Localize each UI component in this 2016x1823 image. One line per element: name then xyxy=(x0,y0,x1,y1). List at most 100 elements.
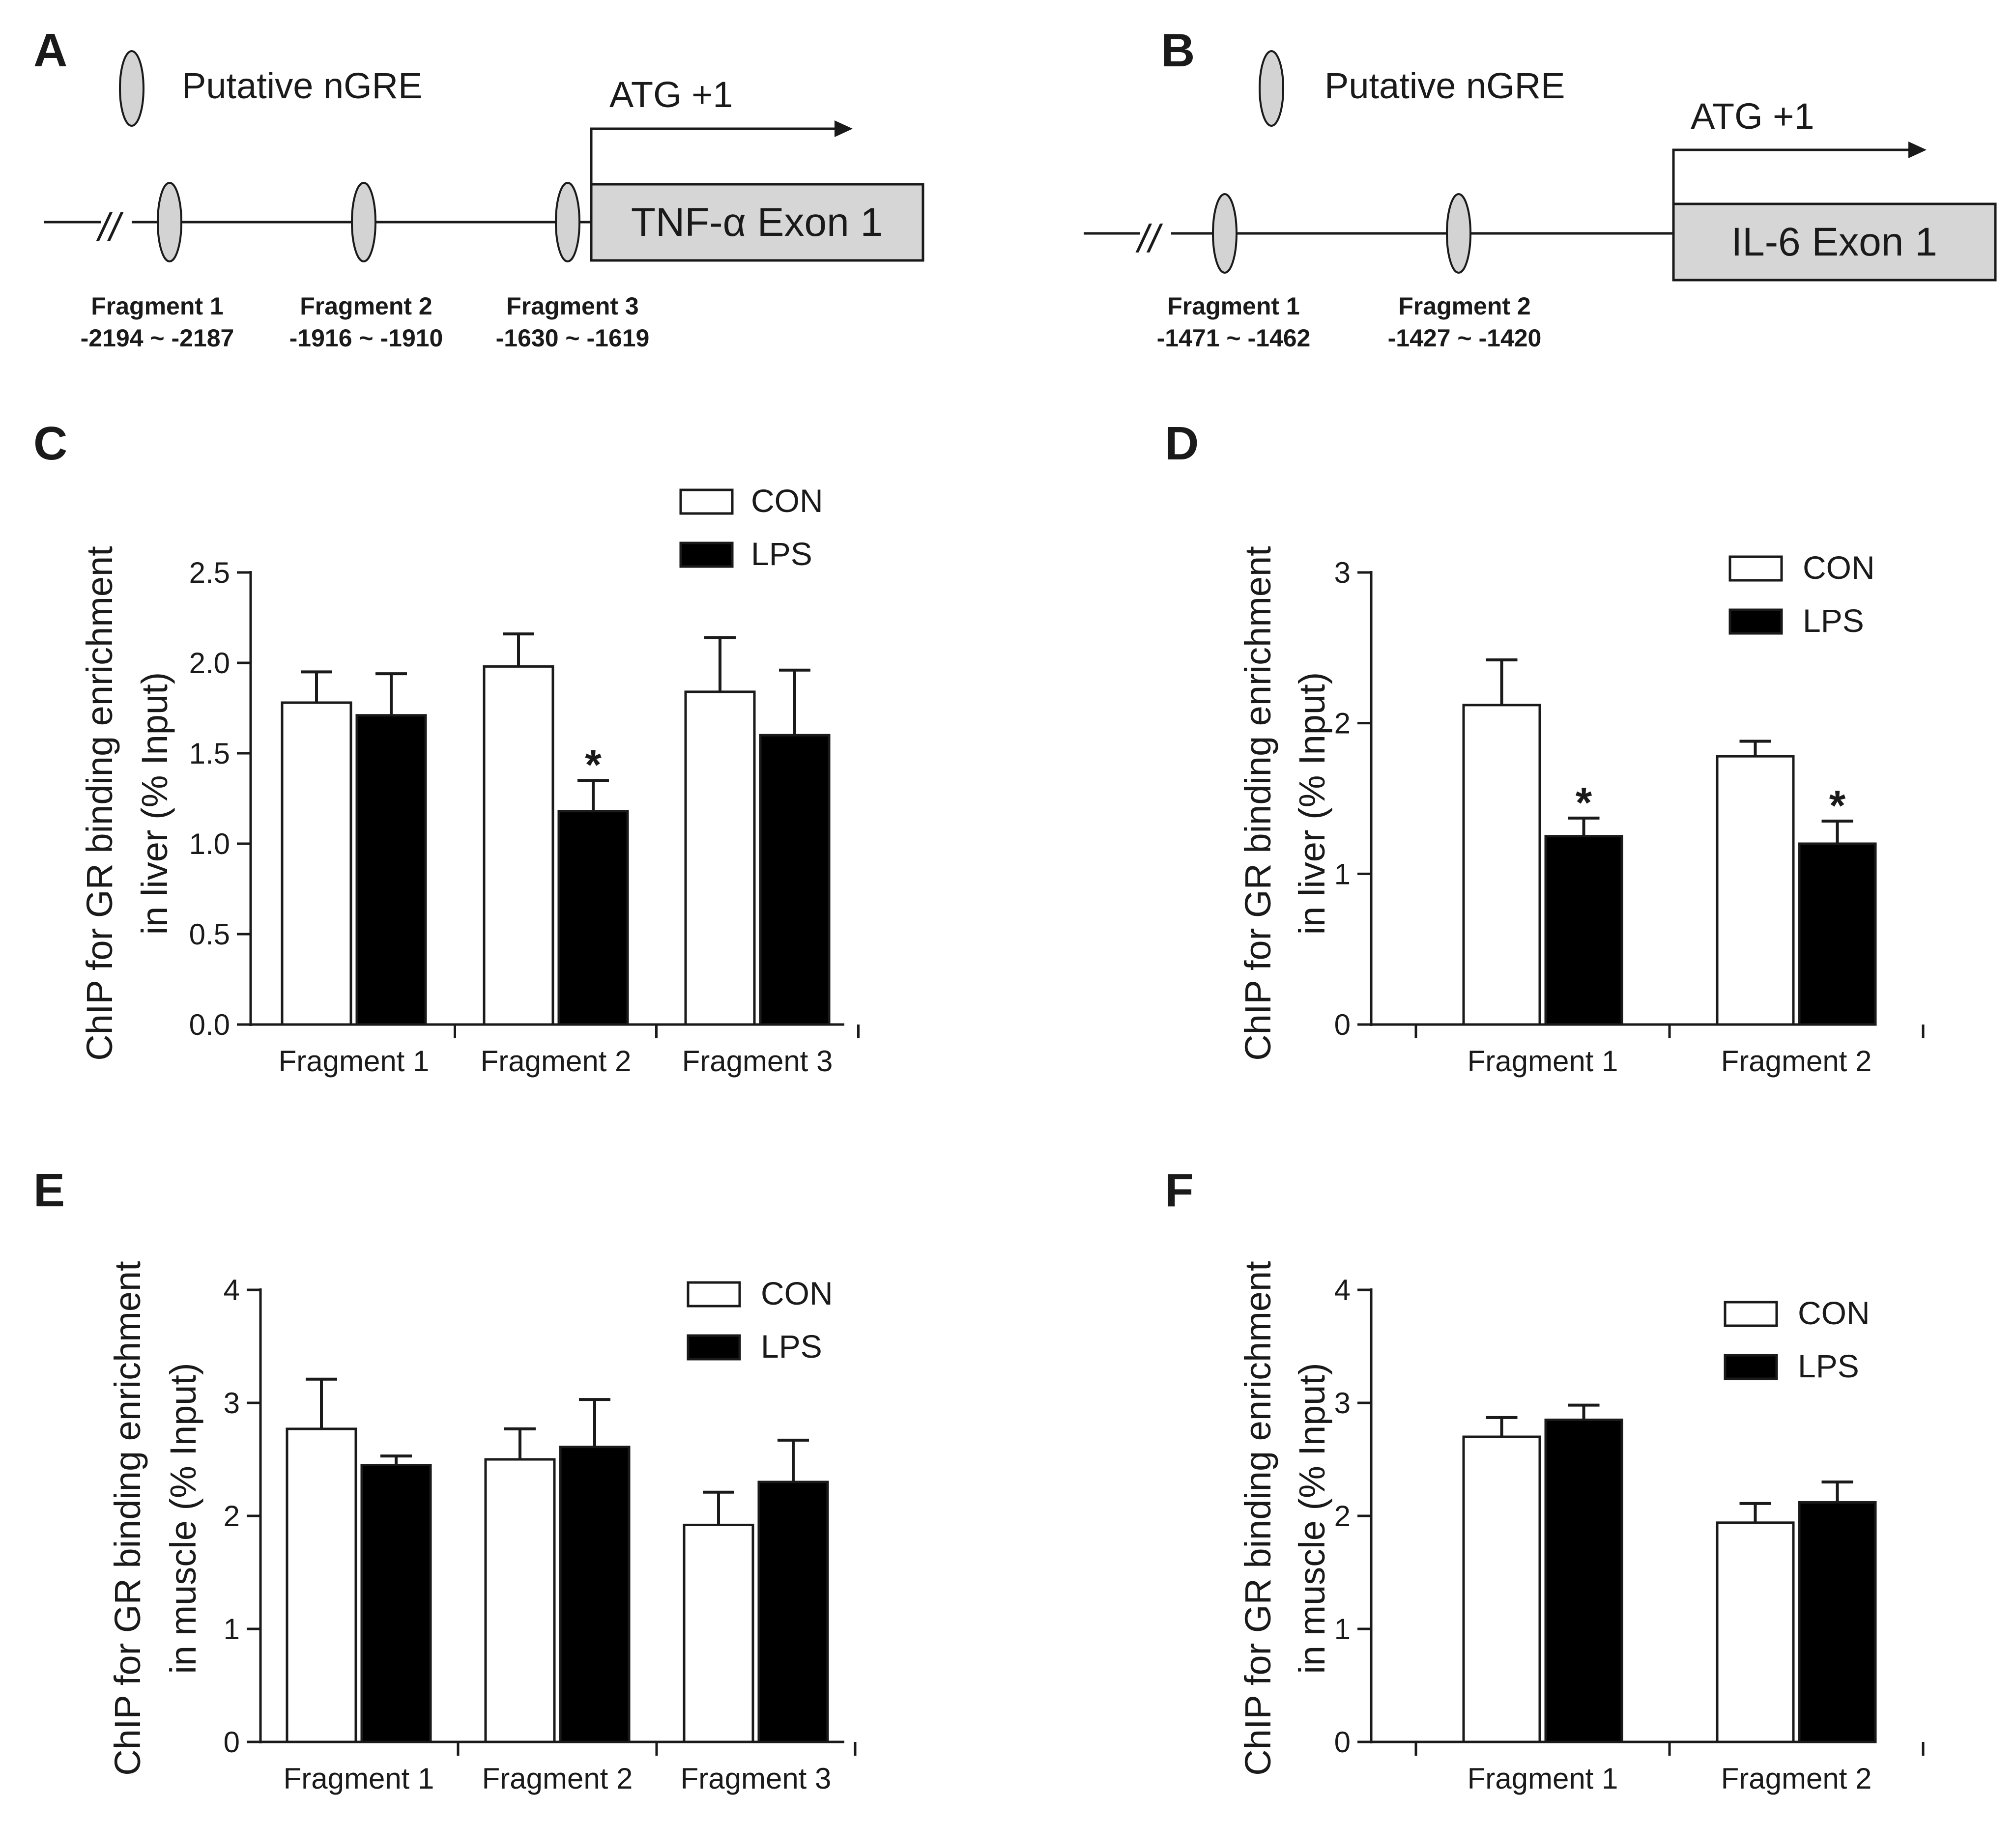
atg-label: ATG +1 xyxy=(1691,96,1814,137)
bar-lps xyxy=(559,1446,631,1743)
y-tick-label: 0.5 xyxy=(189,918,230,951)
legend-swatch-lps xyxy=(1724,1354,1778,1380)
bar-con xyxy=(1716,755,1795,1026)
fragment-name: Fragment 2 xyxy=(1398,292,1531,320)
legend-swatch-lps xyxy=(679,541,734,568)
y-tick-label: 0 xyxy=(1334,1726,1351,1759)
ngre-site-2 xyxy=(351,182,376,262)
bar-con xyxy=(1462,1435,1541,1743)
y-tick-label: 2.5 xyxy=(189,556,230,589)
y-tick-label: 3 xyxy=(224,1387,240,1420)
exon-label: IL-6 Exon 1 xyxy=(1731,220,1937,264)
legend-ngre-oval-icon xyxy=(119,50,144,127)
legend-swatch-lps xyxy=(1728,608,1783,635)
y-tick-label: 1.0 xyxy=(189,827,230,860)
exon-box xyxy=(1672,202,1997,282)
fragment-name: Fragment 1 xyxy=(91,292,224,320)
bar-lps xyxy=(759,734,831,1026)
legend-swatch-con xyxy=(1724,1301,1778,1327)
y-axis-label: in liver (% Input) xyxy=(134,672,175,935)
panel-letter: D xyxy=(1165,417,1199,470)
arrowhead-icon xyxy=(835,120,853,137)
ngre-site-1 xyxy=(157,182,182,262)
bar-con xyxy=(1716,1521,1795,1743)
y-axis-label: in muscle (% Input) xyxy=(1292,1363,1332,1674)
x-category-label: Fragment 1 xyxy=(284,1762,434,1795)
significance-star: * xyxy=(585,741,602,789)
diagram-a: A Putative nGRE ATG +1 // TNF-α Exon 1 F… xyxy=(33,24,924,352)
ngre-site-2 xyxy=(1446,193,1471,274)
bar-con xyxy=(684,690,756,1026)
x-category-label: Fragment 2 xyxy=(481,1045,632,1078)
y-tick-label: 1.5 xyxy=(189,737,230,770)
break-mark: // xyxy=(96,205,124,249)
legend-label: LPS xyxy=(761,1328,822,1365)
bar-con xyxy=(286,1427,357,1743)
panel-letter-a: A xyxy=(33,24,67,77)
legend-swatch-con xyxy=(687,1281,741,1308)
bar-lps xyxy=(1544,1419,1623,1743)
exon-box xyxy=(590,183,924,262)
panel-letter: F xyxy=(1165,1164,1194,1217)
y-tick-label: 2 xyxy=(224,1500,240,1533)
legend-label: CON xyxy=(1798,1295,1870,1331)
x-category-label: Fragment 3 xyxy=(681,1762,832,1795)
bar-lps xyxy=(557,810,629,1026)
y-axis-label: ChIP for GR binding enrichment xyxy=(1238,1261,1278,1776)
y-tick-label: 3 xyxy=(1334,1387,1351,1420)
transcription-start-arrow xyxy=(1672,148,1909,204)
chart-c: C ChIP for GR binding enrichment in liver … xyxy=(33,417,860,1078)
y-tick-label: 0 xyxy=(1334,1008,1351,1041)
y-axis-label: ChIP for GR binding enrichment xyxy=(1238,546,1278,1061)
legend-label: LPS xyxy=(1803,602,1864,639)
y-tick-label: 1 xyxy=(224,1613,240,1646)
bar-lps xyxy=(1798,1501,1877,1743)
x-category-label: Fragment 1 xyxy=(1468,1045,1618,1078)
bar-lps xyxy=(360,1464,432,1743)
bar-con xyxy=(484,1458,556,1743)
legend-ngre-oval-icon xyxy=(1259,50,1284,127)
bar-lps xyxy=(1798,842,1877,1026)
fragment-range: -1471 ~ -1462 xyxy=(1157,324,1311,352)
diagram-b: B Putative nGRE ATG +1 // IL-6 Exon 1 Fr… xyxy=(1084,24,1997,352)
x-category-label: Fragment 1 xyxy=(1468,1762,1618,1795)
legend-swatch-lps xyxy=(687,1334,741,1361)
panel-letter: E xyxy=(33,1164,65,1217)
y-tick-label: 2 xyxy=(1334,1500,1351,1533)
y-axis-label: in muscle (% Input) xyxy=(163,1363,203,1674)
significance-star: * xyxy=(1576,779,1592,826)
legend-ngre-label: Putative nGRE xyxy=(182,65,422,106)
y-axis-label: in liver (% Input) xyxy=(1292,672,1332,935)
fragment-name: Fragment 2 xyxy=(300,292,432,320)
x-category-label: Fragment 3 xyxy=(682,1045,833,1078)
fragment-name: Fragment 3 xyxy=(506,292,639,320)
chart-d: D ChIP for GR binding enrichment in liver … xyxy=(1165,417,1925,1078)
legend-label: CON xyxy=(1803,549,1875,586)
bar-lps xyxy=(1544,835,1623,1026)
y-tick-label: 4 xyxy=(224,1274,240,1307)
x-category-label: Fragment 2 xyxy=(482,1762,633,1795)
y-tick-label: 1 xyxy=(1334,857,1351,890)
y-tick-label: 2 xyxy=(1334,707,1351,740)
exon-label: TNF-α Exon 1 xyxy=(631,200,883,245)
y-tick-label: 1 xyxy=(1334,1613,1351,1646)
bar-con xyxy=(683,1523,754,1743)
bar-lps xyxy=(355,714,427,1026)
panel-letter-b: B xyxy=(1161,24,1195,77)
bar-lps xyxy=(757,1481,829,1743)
legend-label: LPS xyxy=(751,536,812,572)
x-category-label: Fragment 2 xyxy=(1721,1045,1872,1078)
bar-con xyxy=(1462,704,1541,1026)
legend-label: LPS xyxy=(1798,1348,1859,1384)
bar-con xyxy=(281,701,352,1026)
fragment-range: -2194 ~ -2187 xyxy=(81,324,234,352)
x-category-label: Fragment 2 xyxy=(1721,1762,1872,1795)
fragment-range: -1916 ~ -1910 xyxy=(289,324,443,352)
legend-label: CON xyxy=(751,483,823,519)
arrowhead-icon xyxy=(1908,142,1927,158)
break-mark: // xyxy=(1135,217,1163,260)
legend-ngre-label: Putative nGRE xyxy=(1325,65,1565,106)
x-category-label: Fragment 1 xyxy=(279,1045,430,1078)
ngre-site-1 xyxy=(1212,193,1238,274)
